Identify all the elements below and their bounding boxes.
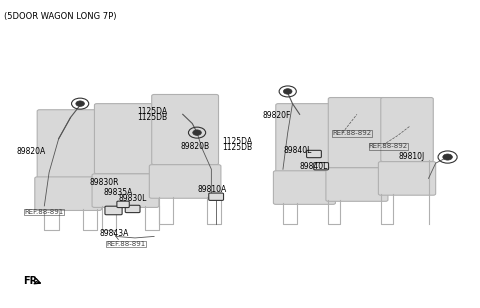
Text: 89830L: 89830L	[118, 194, 147, 203]
Text: 89843A: 89843A	[99, 229, 129, 238]
Text: REF.88-891: REF.88-891	[24, 209, 63, 215]
FancyBboxPatch shape	[381, 98, 433, 162]
FancyBboxPatch shape	[37, 110, 99, 180]
Text: 1125DA: 1125DA	[222, 137, 252, 146]
Text: 89840L: 89840L	[300, 162, 328, 171]
Text: 89820B: 89820B	[180, 142, 209, 151]
FancyBboxPatch shape	[152, 95, 218, 165]
FancyBboxPatch shape	[274, 171, 336, 205]
FancyBboxPatch shape	[326, 168, 388, 201]
FancyBboxPatch shape	[209, 193, 224, 201]
FancyBboxPatch shape	[35, 177, 102, 210]
Text: REF.88-892: REF.88-892	[369, 143, 408, 149]
Text: 89840L: 89840L	[284, 146, 312, 156]
Text: 89820A: 89820A	[16, 147, 46, 156]
Circle shape	[193, 130, 201, 136]
FancyBboxPatch shape	[378, 162, 436, 195]
Text: 1125DB: 1125DB	[222, 144, 252, 152]
Text: 1125DB: 1125DB	[137, 113, 168, 122]
FancyBboxPatch shape	[276, 103, 333, 174]
Text: 89810A: 89810A	[197, 184, 226, 194]
FancyBboxPatch shape	[328, 98, 385, 168]
Text: (5DOOR WAGON LONG 7P): (5DOOR WAGON LONG 7P)	[4, 12, 116, 21]
Text: 89810J: 89810J	[399, 152, 425, 161]
FancyBboxPatch shape	[92, 174, 159, 207]
Text: 89830R: 89830R	[90, 179, 119, 188]
FancyBboxPatch shape	[149, 165, 221, 198]
FancyBboxPatch shape	[117, 201, 129, 208]
Text: REF.88-891: REF.88-891	[107, 241, 145, 247]
Circle shape	[283, 89, 292, 94]
Text: 89820F: 89820F	[263, 111, 291, 120]
Circle shape	[443, 154, 452, 160]
FancyBboxPatch shape	[125, 205, 140, 213]
FancyBboxPatch shape	[314, 163, 328, 170]
FancyBboxPatch shape	[105, 206, 122, 215]
Text: REF.88-892: REF.88-892	[332, 130, 371, 136]
Text: FR.: FR.	[23, 276, 41, 286]
FancyBboxPatch shape	[307, 150, 322, 158]
Circle shape	[76, 101, 84, 106]
FancyBboxPatch shape	[95, 103, 156, 174]
Text: 1125DA: 1125DA	[137, 107, 168, 116]
Text: 89835A: 89835A	[104, 188, 133, 197]
